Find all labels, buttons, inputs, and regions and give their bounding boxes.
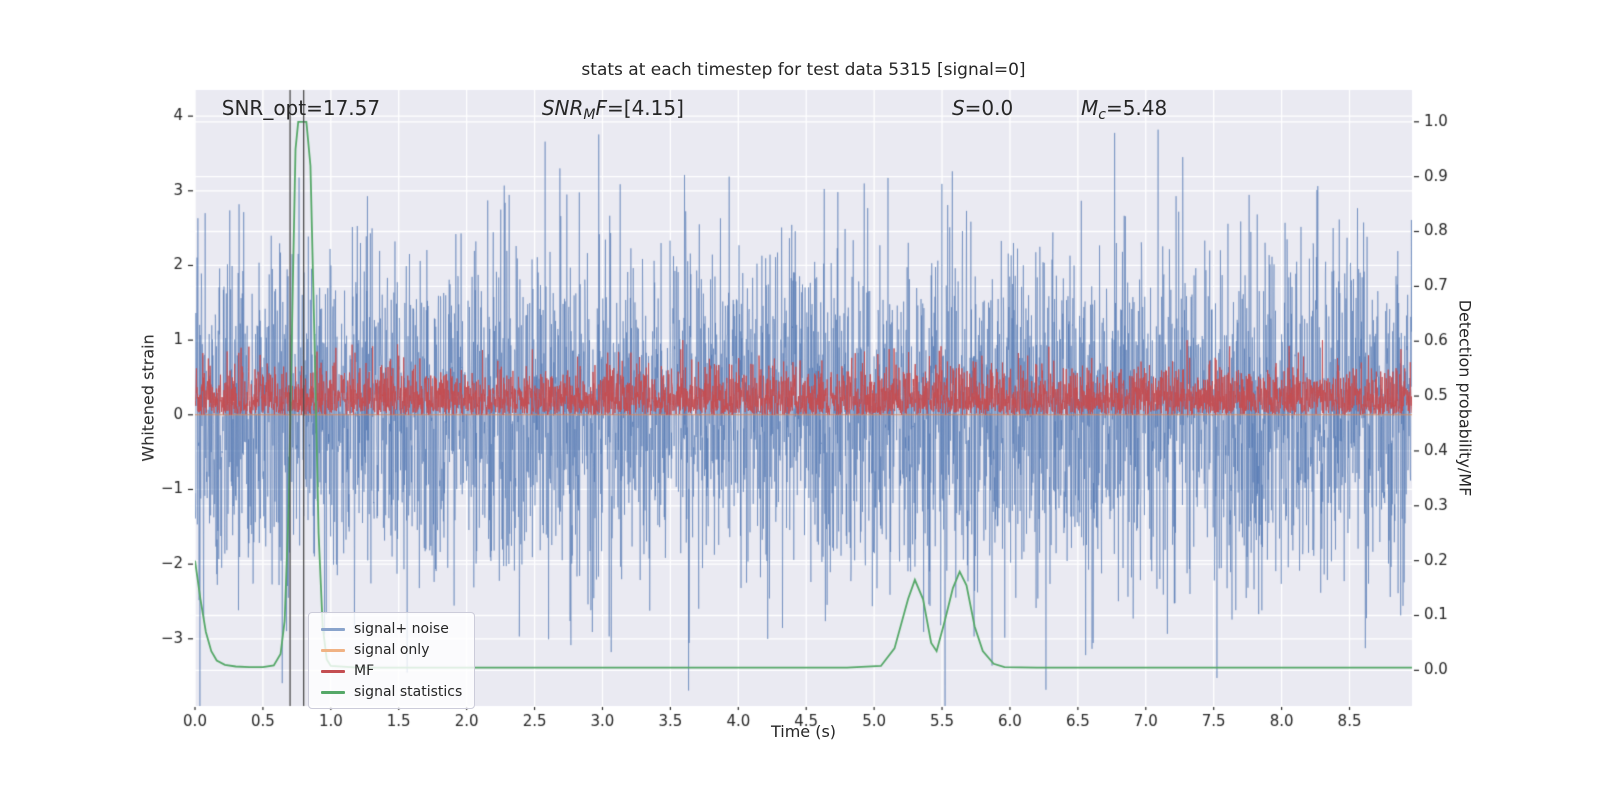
legend-swatch-signal-statistics: [321, 690, 345, 694]
legend-label: signal only: [354, 642, 430, 658]
legend-label: signal statistics: [354, 684, 463, 700]
legend-label: signal+ noise: [354, 621, 449, 637]
legend-item-signal-only: signal only: [321, 642, 462, 658]
legend-swatch-signal-only: [321, 648, 345, 652]
y-axis-label-right: Detection probability/MF: [1455, 299, 1475, 497]
x-axis-label: Time (s): [770, 722, 837, 741]
legend-item-mf: MF: [321, 663, 462, 679]
legend-swatch-mf: [321, 669, 345, 673]
legend-item-signal-statistics: signal statistics: [321, 684, 462, 700]
legend: signal+ noise signal only MF signal stat…: [308, 612, 476, 709]
legend-swatch-signal-noise: [321, 627, 345, 631]
legend-item-signal-noise: signal+ noise: [321, 621, 462, 637]
y-axis-label-left: Whitened strain: [138, 334, 158, 462]
chart-title: stats at each timestep for test data 531…: [581, 60, 1026, 80]
legend-label: MF: [354, 663, 375, 679]
